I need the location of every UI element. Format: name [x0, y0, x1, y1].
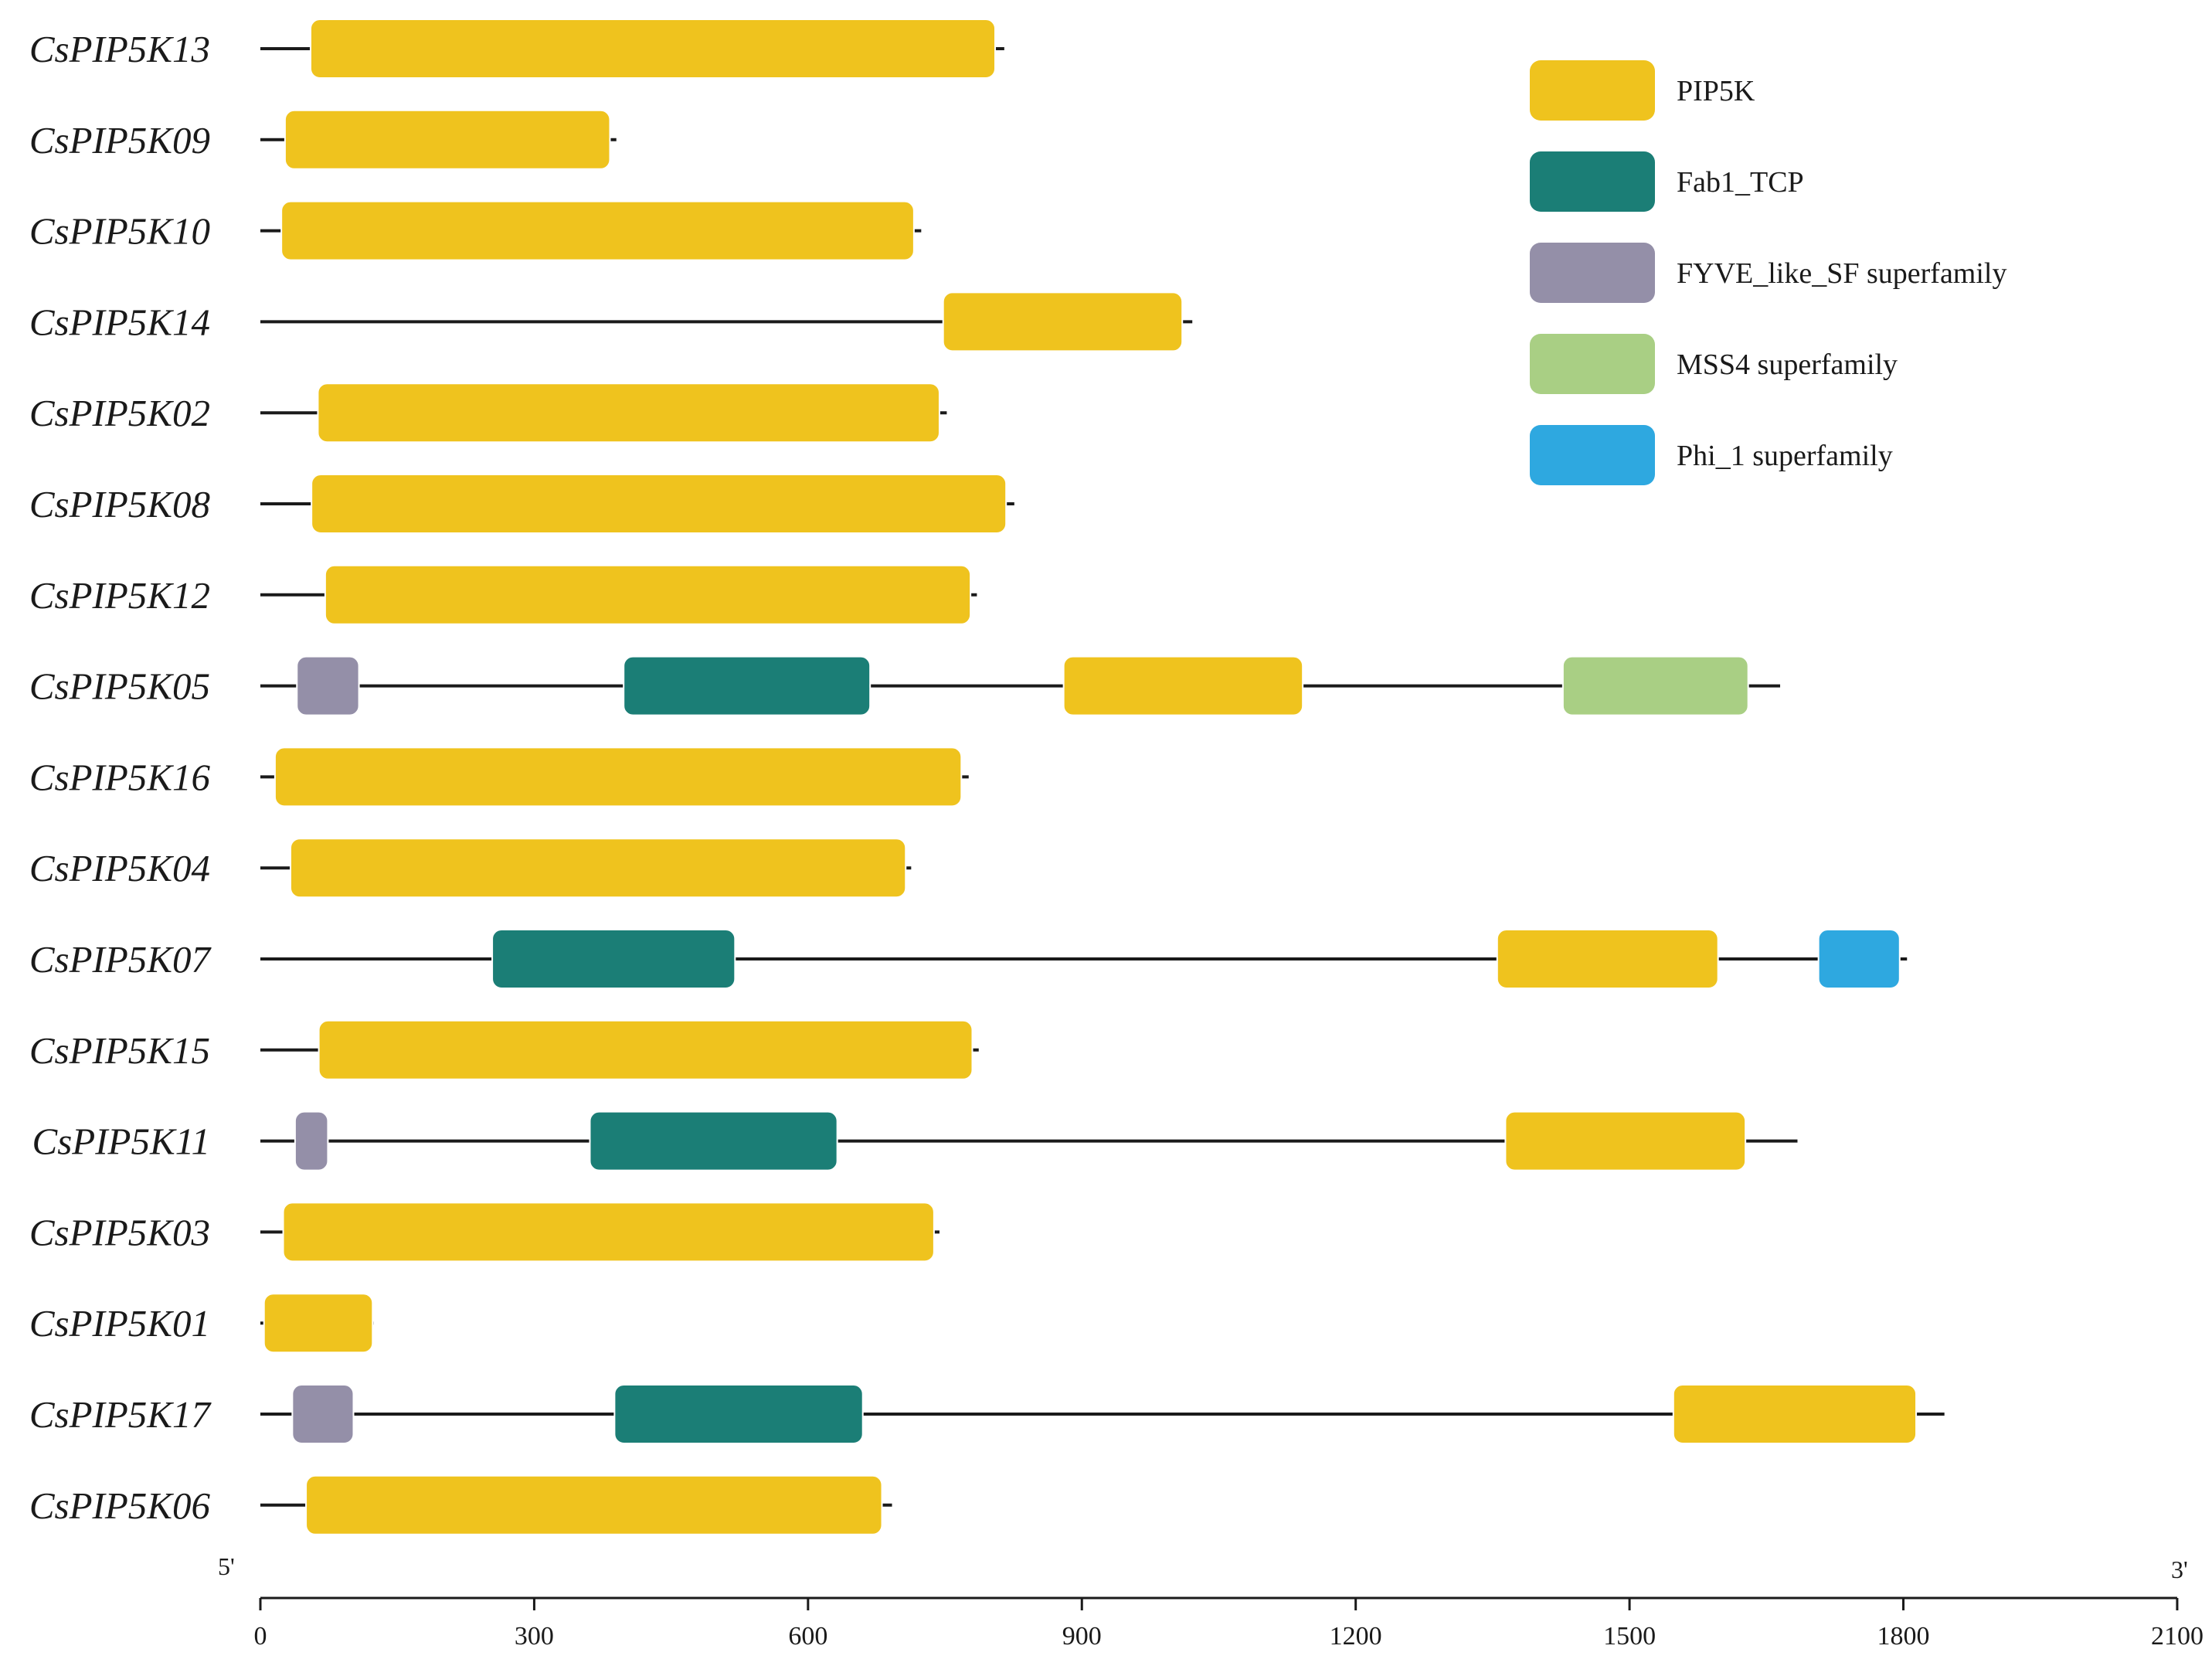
legend-swatch [1530, 243, 1655, 303]
gene-rows: CsPIP5K13 CsPIP5K09 CsPIP5K10 CsPIP5K14 CsPI… [29, 19, 1945, 1535]
gene-row-cspip5k01: CsPIP5K01 [29, 1293, 374, 1354]
legend-item: MSS4 superfamily [1530, 334, 1898, 394]
axis-tick-label: 1200 [1330, 1622, 1382, 1651]
gene-label: CsPIP5K10 [29, 210, 210, 253]
legend-item: FYVE_like_SF superfamily [1530, 243, 2006, 303]
axis-tick-label: 300 [515, 1622, 554, 1651]
axis-tick-label: 0 [254, 1622, 267, 1651]
domain-box-pip5k [311, 474, 1007, 534]
domain-box-pip5k [280, 200, 915, 261]
legend-item: PIP5K [1530, 60, 1755, 121]
domain-box-fab1-tcp [613, 1384, 864, 1444]
gene-row-cspip5k13: CsPIP5K13 [29, 19, 1004, 79]
axis-tick-label: 2100 [2151, 1622, 2204, 1651]
gene-row-cspip5k14: CsPIP5K14 [29, 291, 1193, 352]
axis-tick-label: 1800 [1877, 1622, 1930, 1651]
gene-label: CsPIP5K15 [29, 1029, 210, 1072]
gene-row-cspip5k06: CsPIP5K06 [29, 1474, 892, 1535]
gene-label: CsPIP5K11 [32, 1120, 210, 1163]
domain-box-fyve [294, 1110, 329, 1171]
gene-row-cspip5k15: CsPIP5K15 [29, 1019, 979, 1080]
domain-box-pip5k [318, 1019, 973, 1080]
gene-row-cspip5k10: CsPIP5K10 [29, 200, 922, 261]
domain-box-pip5k [284, 109, 611, 170]
gene-label: CsPIP5K05 [29, 665, 210, 708]
domain-box-pip5k [263, 1293, 374, 1354]
domain-box-phi-1 [1817, 929, 1901, 989]
gene-label: CsPIP5K09 [29, 119, 210, 162]
legend-swatch [1530, 425, 1655, 485]
gene-label: CsPIP5K14 [29, 301, 210, 343]
gene-row-cspip5k09: CsPIP5K09 [29, 109, 617, 170]
domain-box-pip5k [1062, 655, 1304, 716]
domain-box-pip5k [274, 746, 963, 808]
axis-tick-label: 900 [1062, 1622, 1102, 1651]
axis-tick-label: 600 [788, 1622, 827, 1651]
five-prime-label: 5' [218, 1552, 235, 1580]
legend: PIP5K Fab1_TCP FYVE_like_SF superfamily MSS… [1530, 60, 2006, 485]
gene-label: CsPIP5K04 [29, 847, 210, 889]
domain-box-fab1-tcp [589, 1110, 838, 1171]
gene-label: CsPIP5K12 [29, 574, 210, 617]
gene-row-cspip5k11: CsPIP5K11 [32, 1110, 1798, 1171]
domain-box-fab1-tcp [623, 655, 872, 716]
legend-label: Fab1_TCP [1677, 166, 1804, 199]
domain-box-mss4 [1561, 655, 1749, 716]
domain-box-pip5k [317, 382, 940, 444]
legend-label: Phi_1 superfamily [1677, 440, 1893, 472]
domain-box-pip5k [1504, 1110, 1747, 1171]
gene-row-cspip5k12: CsPIP5K12 [29, 564, 977, 625]
gene-label: CsPIP5K16 [29, 756, 211, 798]
domain-box-fyve [291, 1384, 355, 1444]
domain-box-fyve [296, 655, 360, 716]
axis-tick-label: 1500 [1603, 1622, 1656, 1651]
gene-row-cspip5k07: CsPIP5K07 [29, 929, 1908, 989]
domain-box-pip5k [305, 1474, 883, 1535]
gene-label: CsPIP5K07 [29, 938, 212, 981]
legend-item: Phi_1 superfamily [1530, 425, 1893, 485]
x-axis: 5' 3' 0 300 600 900 1200 1500 1800 2100 [218, 1552, 2204, 1651]
domain-box-pip5k [324, 564, 972, 625]
domain-box-pip5k [289, 838, 907, 899]
legend-label: FYVE_like_SF superfamily [1677, 257, 2006, 290]
gene-row-cspip5k03: CsPIP5K03 [29, 1202, 940, 1263]
domain-box-fab1-tcp [491, 929, 736, 989]
domain-box-pip5k [1672, 1384, 1918, 1444]
gene-label: CsPIP5K06 [29, 1484, 211, 1527]
domain-box-pip5k [1496, 929, 1719, 989]
legend-item: Fab1_TCP [1530, 151, 1804, 212]
gene-label: CsPIP5K08 [29, 483, 210, 525]
gene-row-cspip5k16: CsPIP5K16 [29, 746, 969, 808]
gene-row-cspip5k17: CsPIP5K17 [29, 1384, 1945, 1444]
legend-label: MSS4 superfamily [1677, 348, 1898, 381]
domain-box-pip5k [282, 1202, 935, 1263]
gene-row-cspip5k02: CsPIP5K02 [29, 382, 947, 444]
gene-label: CsPIP5K03 [29, 1211, 210, 1253]
gene-row-cspip5k04: CsPIP5K04 [29, 838, 912, 899]
domain-box-pip5k [942, 291, 1184, 352]
gene-row-cspip5k08: CsPIP5K08 [29, 474, 1014, 534]
legend-swatch [1530, 334, 1655, 394]
domain-box-pip5k [309, 19, 997, 79]
gene-label: CsPIP5K13 [29, 28, 210, 70]
legend-swatch [1530, 60, 1655, 121]
gene-row-cspip5k05: CsPIP5K05 [29, 655, 1781, 716]
gene-label: CsPIP5K01 [29, 1302, 210, 1345]
three-prime-label: 3' [2171, 1556, 2188, 1583]
legend-label: PIP5K [1677, 75, 1755, 107]
gene-label: CsPIP5K02 [29, 392, 210, 434]
gene-label: CsPIP5K17 [29, 1393, 212, 1436]
legend-swatch [1530, 151, 1655, 212]
